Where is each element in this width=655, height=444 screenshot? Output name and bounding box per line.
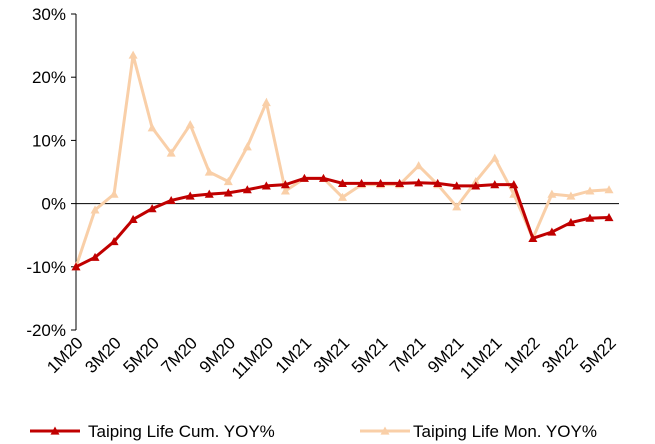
data-point [147,204,157,213]
data-point [395,178,405,187]
x-tick-label: 11M21 [456,333,505,382]
y-tick-label: -20% [26,321,66,340]
x-tick-label: 1M22 [500,333,544,377]
data-point [223,188,233,197]
data-point [509,189,519,198]
series-line [74,54,610,268]
data-point [433,178,443,187]
data-point [585,213,595,222]
legend-marker [380,426,390,435]
x-tick-label: 5M20 [119,333,163,377]
data-point [147,123,157,132]
data-point [471,176,481,186]
data-point [452,181,462,190]
data-point [318,173,328,182]
x-tick-label: 3M22 [538,333,582,377]
x-tick-label: 7M20 [158,333,202,377]
data-point [547,227,557,236]
data-point [242,185,252,194]
y-tick-label: 30% [32,5,66,24]
data-point [509,180,519,189]
data-point [471,181,481,190]
series-line [75,176,610,269]
y-tick-label: 0% [41,195,66,214]
data-point [376,178,386,187]
data-point [338,178,347,187]
data-point [109,237,119,246]
data-point [166,148,176,157]
x-tick-label: 3M21 [310,333,354,377]
data-point [223,176,233,186]
data-point [357,178,367,187]
data-point [242,142,252,151]
legend-label: Taiping Life Cum. YOY% [88,422,275,441]
y-tick-label: 10% [32,131,66,150]
x-tick-label: 5M22 [576,333,620,377]
legend-label: Taiping Life Mon. YOY% [413,422,597,441]
data-point [585,186,595,195]
data-point [166,195,176,205]
data-point [185,120,195,129]
x-tick-label: 11M20 [228,333,277,382]
data-point [604,213,614,222]
data-point [90,205,100,214]
y-tick-label: -10% [26,258,66,277]
data-point [280,186,290,195]
data-point [490,153,500,162]
data-point [414,178,424,187]
data-point [566,218,576,227]
data-point [299,173,309,182]
data-point [128,50,138,59]
x-tick-label: 7M21 [386,333,430,377]
x-tick-label: 3M20 [81,333,125,377]
data-point [185,191,195,200]
data-point [414,161,424,170]
data-point [490,180,500,189]
data-point [204,189,214,198]
data-point [261,181,271,190]
data-point [261,97,271,107]
x-tick-label: 5M21 [348,333,392,377]
y-tick-label: 20% [32,68,66,87]
data-point [452,202,462,211]
data-point [109,189,119,198]
data-point [71,262,81,271]
data-point [604,185,614,194]
data-point [90,252,100,261]
data-point [566,191,576,200]
data-point [338,192,347,201]
data-point [128,214,138,223]
data-point [204,167,214,176]
x-tick-label: 1M21 [272,333,316,377]
legend-marker [50,426,60,435]
data-point [547,189,557,198]
data-point [528,233,538,242]
data-point [280,180,290,189]
